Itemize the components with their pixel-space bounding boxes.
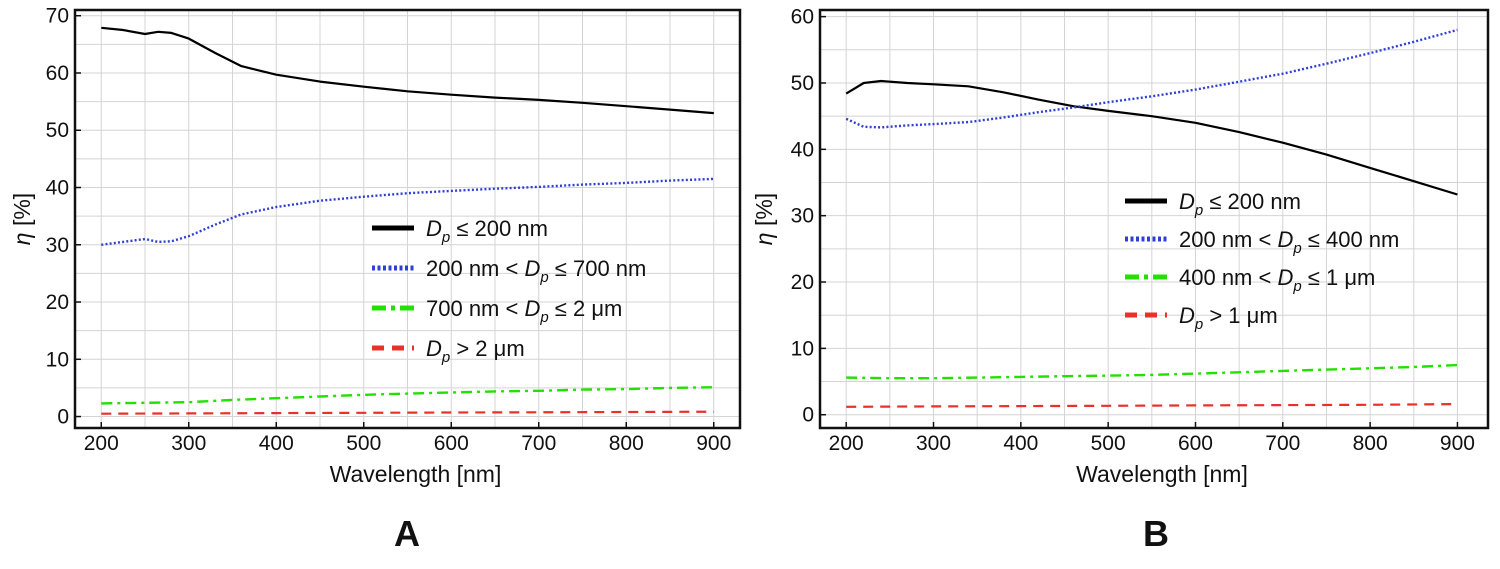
- x-tick-label: 600: [1178, 432, 1213, 455]
- x-tick-label: 900: [696, 432, 731, 455]
- plot-frame: [818, 8, 1490, 430]
- y-axis-symbol: η: [751, 232, 777, 245]
- gridlines: [820, 10, 1488, 428]
- legend-sub: p: [1194, 202, 1203, 219]
- legend-entry-4: Dp > 2 μm: [426, 336, 525, 366]
- y-tick-label: 0: [57, 406, 69, 429]
- legend-entry-2: 200 nm < Dp ≤ 700 nm: [426, 256, 646, 286]
- legend-var: D: [426, 336, 442, 361]
- x-tick-label: 200: [829, 432, 864, 455]
- y-tick-label: 60: [46, 62, 69, 85]
- chart-panel-a: 200 300 400 500 600 700 800 900 0 10 20 30 40 50 60 70 W…: [9, 5, 742, 554]
- series-line-2: [101, 177, 714, 246]
- series-line-3: [846, 363, 1458, 380]
- legend-text-post: > 1 μm: [1203, 303, 1277, 328]
- chart-panel-b: 200 300 400 500 600 700 800 900 0 10 20 30 40 50 60 Wav…: [751, 6, 1490, 554]
- series-line-1: [845, 79, 1458, 196]
- y-tick-label: 0: [802, 404, 814, 427]
- x-tick-label: 500: [346, 432, 381, 455]
- x-tick-label: 800: [609, 432, 644, 455]
- legend-var: D: [524, 296, 540, 321]
- legend-text-pre: 400 nm <: [1179, 265, 1277, 290]
- y-tick-label: 20: [46, 291, 69, 314]
- y-tick-label: 20: [791, 271, 814, 294]
- x-axis-label: Wavelength [nm]: [1076, 461, 1248, 487]
- legend: Dp ≤ 200 nm 200 nm < Dp ≤ 400 nm 400 nm < …: [1125, 189, 1399, 333]
- legend-var: D: [1277, 265, 1293, 290]
- y-tick-label: 70: [46, 5, 69, 28]
- legend-var: D: [1277, 227, 1293, 252]
- legend-text-post: ≤ 200 nm: [1203, 189, 1301, 214]
- legend-var: D: [524, 256, 540, 281]
- x-tick-label: 700: [521, 432, 556, 455]
- x-tick-label: 400: [259, 432, 294, 455]
- legend-var: D: [1179, 303, 1195, 328]
- series-line-1: [101, 26, 714, 115]
- y-axis-unit: [%]: [751, 193, 777, 233]
- y-tick-label: 40: [791, 138, 814, 161]
- series-line-3: [101, 386, 714, 405]
- legend-entry-2: 200 nm < Dp ≤ 400 nm: [1179, 227, 1399, 257]
- y-axis-symbol: η: [9, 232, 35, 245]
- legend-entry-3: 700 nm < Dp ≤ 2 μm: [426, 296, 622, 326]
- x-tick-label: 600: [434, 432, 469, 455]
- y-tick-label: 50: [46, 119, 69, 142]
- legend-text-post: ≤ 1 μm: [1302, 265, 1376, 290]
- legend-text-post: ≤ 700 nm: [549, 256, 647, 281]
- y-axis-label: η [%]: [9, 193, 35, 245]
- legend-entry-4: Dp > 1 μm: [1179, 303, 1278, 333]
- x-tick-label: 400: [1003, 432, 1038, 455]
- legend: Dp ≤ 200 nm 200 nm < Dp ≤ 700 nm 700 nm < …: [372, 216, 646, 366]
- x-tick-label: 700: [1265, 432, 1300, 455]
- gridlines: [75, 10, 740, 428]
- legend-sub: p: [1194, 316, 1203, 333]
- y-tick-label: 10: [46, 348, 69, 371]
- legend-sub: p: [1292, 240, 1301, 257]
- y-tick-label: 10: [791, 337, 814, 360]
- y-tick-label: 50: [791, 72, 814, 95]
- legend-sub: p: [441, 349, 450, 366]
- legend-sub: p: [1292, 278, 1301, 295]
- legend-sub: p: [539, 309, 548, 326]
- x-tick-label: 800: [1353, 432, 1388, 455]
- y-axis-unit: [%]: [9, 193, 35, 233]
- legend-entry-1: Dp ≤ 200 nm: [1179, 189, 1301, 219]
- y-tick-label: 40: [46, 177, 69, 200]
- legend-text-pre: 200 nm <: [426, 256, 524, 281]
- legend-text-post: > 2 μm: [450, 336, 524, 361]
- legend-entry-3: 400 nm < Dp ≤ 1 μm: [1179, 265, 1375, 295]
- panel-label: A: [394, 513, 420, 554]
- y-axis-label: η [%]: [751, 193, 777, 245]
- x-tick-label: 300: [916, 432, 951, 455]
- legend-entry-1: Dp ≤ 200 nm: [426, 216, 548, 246]
- legend-var: D: [1179, 189, 1195, 214]
- y-tick-label: 60: [791, 6, 814, 29]
- legend-sub: p: [539, 269, 548, 286]
- y-tick-label: 30: [46, 234, 69, 257]
- x-tick-label: 200: [84, 432, 119, 455]
- legend-text-pre: 200 nm <: [1179, 227, 1277, 252]
- legend-var: D: [426, 216, 442, 241]
- x-tick-label: 300: [171, 432, 206, 455]
- legend-sub: p: [441, 229, 450, 246]
- x-axis-label: Wavelength [nm]: [330, 461, 502, 487]
- panel-label: B: [1143, 513, 1169, 554]
- series-line-4: [101, 410, 714, 415]
- y-tick-label: 30: [791, 205, 814, 228]
- legend-text-pre: 700 nm <: [426, 296, 524, 321]
- plot-frame: [73, 8, 742, 430]
- legend-text-post: ≤ 2 μm: [549, 296, 623, 321]
- x-tick-label: 900: [1440, 432, 1475, 455]
- legend-text-post: ≤ 400 nm: [1302, 227, 1400, 252]
- x-tick-label: 500: [1091, 432, 1126, 455]
- legend-text-post: ≤ 200 nm: [450, 216, 548, 241]
